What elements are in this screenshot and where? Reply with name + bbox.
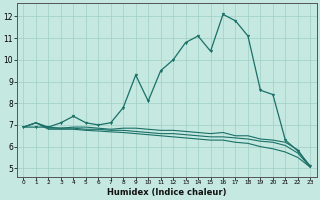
X-axis label: Humidex (Indice chaleur): Humidex (Indice chaleur): [107, 188, 227, 197]
